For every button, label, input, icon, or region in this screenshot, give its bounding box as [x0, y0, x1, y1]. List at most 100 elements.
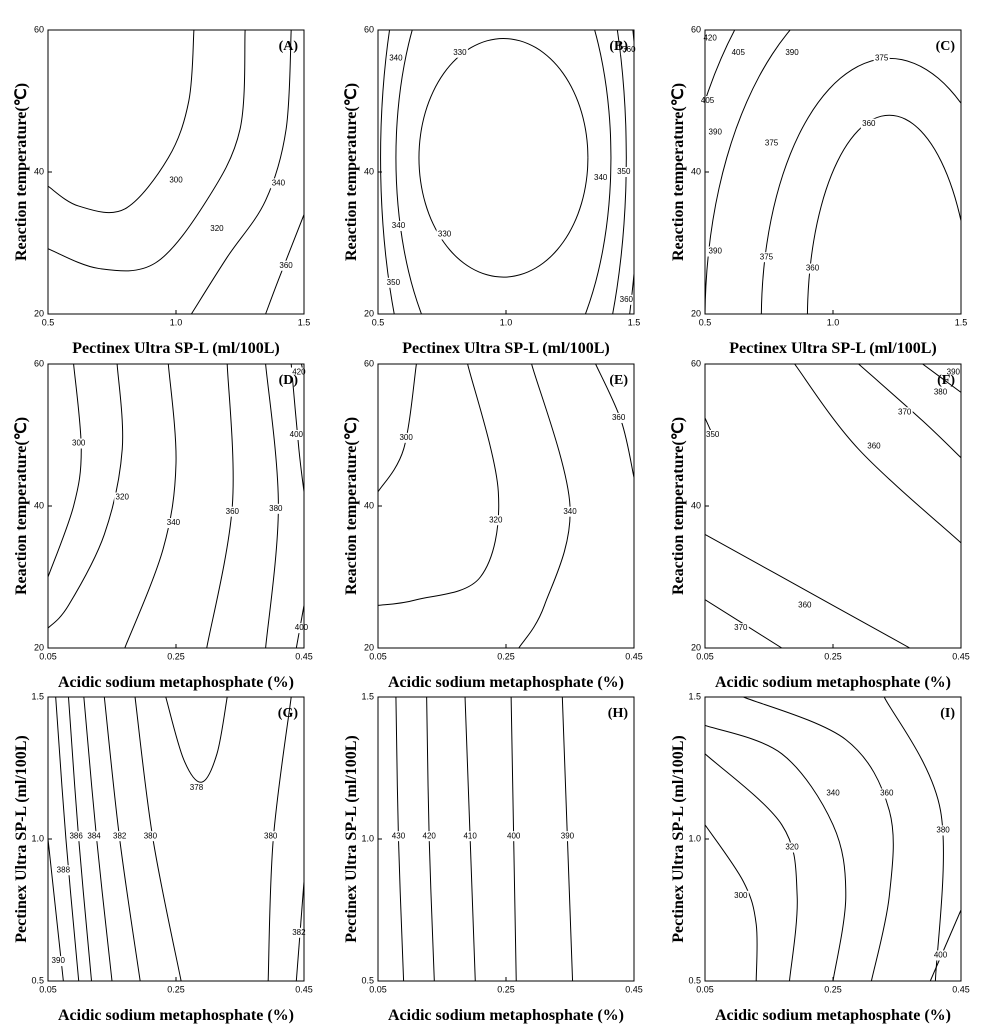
contour-label: 390: [709, 127, 723, 136]
contour-label-bg: [559, 831, 576, 842]
contour-label: 378: [190, 783, 204, 792]
contour-label: 375: [875, 54, 889, 63]
panel: 300 320 340 360 380 400 400 420 0.05 0.25 0.45 20 40…: [13, 358, 313, 691]
contour-label-bg: [763, 138, 780, 149]
contour-label: 380: [936, 826, 950, 835]
y-tick-label: 1.0: [31, 833, 44, 843]
y-tick-label: 60: [691, 24, 701, 34]
x-axis-label: Pectinex Ultra SP-L (ml/100L): [402, 340, 610, 357]
x-tick-label: 0.05: [696, 984, 714, 994]
contour-label: 330: [453, 48, 467, 57]
contour-line: [705, 753, 798, 981]
contour-line: [922, 364, 961, 393]
contour-label-bg: [436, 229, 453, 240]
x-tick-label: 1.0: [500, 317, 513, 327]
y-tick-label: 40: [691, 500, 701, 510]
x-axis-label: Pectinex Ultra SP-L (ml/100L): [72, 340, 280, 357]
contour-label: 360: [612, 413, 626, 422]
contour-label: 382: [113, 831, 127, 840]
x-tick-label: 0.25: [167, 651, 185, 661]
panel-label: (C): [936, 39, 956, 54]
contour-label: 400: [295, 623, 309, 632]
contour-label: 340: [392, 221, 406, 230]
contour-label-bg: [390, 220, 407, 231]
contours: [705, 30, 961, 314]
x-tick-label: 0.25: [497, 984, 515, 994]
contour-label: 400: [507, 831, 521, 840]
contour-label: 300: [734, 891, 748, 900]
x-tick-label: 0.45: [952, 984, 970, 994]
panel-label: (D): [279, 373, 299, 388]
y-tick-label: 60: [691, 358, 701, 368]
contour-label-bg: [451, 47, 468, 58]
y-tick-label: 1.0: [361, 833, 374, 843]
contour-label-bg: [290, 367, 307, 378]
y-axis-label: Reaction temperature(℃): [343, 83, 360, 261]
contour-label: 370: [898, 407, 912, 416]
contour-label: 370: [734, 623, 748, 632]
y-tick-label: 40: [364, 500, 374, 510]
contour-label: 350: [387, 278, 401, 287]
contour-label-bg: [288, 430, 305, 440]
contour-label-bg: [142, 831, 159, 842]
contour-label: 330: [438, 230, 452, 239]
contour-label-bg: [50, 956, 67, 967]
y-tick-label: 20: [364, 308, 374, 318]
contour-label-bg: [505, 831, 522, 842]
contour-label: 384: [87, 831, 101, 840]
y-tick-label: 40: [364, 166, 374, 176]
contour-line: [629, 30, 634, 314]
contour-label: 320: [785, 843, 799, 852]
contour-label: 430: [392, 831, 406, 840]
contour-label: 340: [563, 507, 577, 516]
contour-label-bg: [702, 33, 719, 44]
contour-line: [55, 697, 80, 981]
y-tick-label: 0.5: [31, 975, 44, 985]
contour-label-bg: [165, 518, 182, 529]
contour-label: 390: [785, 48, 799, 57]
contour-label: 360: [867, 441, 881, 450]
contour-label: 380: [934, 388, 948, 397]
contour-label: 390: [709, 247, 723, 256]
contour-line: [806, 114, 961, 314]
contour-label: 380: [144, 831, 158, 840]
contour-label-bg: [704, 430, 721, 440]
contours: [378, 364, 634, 648]
contour-label-bg: [878, 788, 895, 799]
contour-label-bg: [398, 432, 415, 443]
contour-label: 390: [52, 956, 66, 965]
y-tick-label: 1.5: [31, 691, 44, 701]
contour-line: [48, 30, 195, 214]
panel: 300 320 340 360 0.5 1.0 1.5 20 40 60 (A) Pectinex U…: [13, 24, 310, 357]
plot-frame: [47, 29, 305, 315]
contour-label-bg: [784, 842, 801, 853]
contour-label-bg: [615, 167, 632, 177]
plot-frame: [704, 696, 962, 982]
contour-label: 340: [826, 789, 840, 798]
contour-label-bg: [462, 831, 479, 842]
contour-label-bg: [86, 831, 103, 842]
panel: 378 380 380 382 382 384 386 388 390 0.05 0.25 0.45 0…: [13, 691, 313, 1024]
x-tick-label: 1.5: [298, 317, 311, 327]
x-tick-label: 0.45: [625, 651, 643, 661]
x-tick-label: 0.25: [497, 651, 515, 661]
y-tick-label: 60: [34, 24, 44, 34]
contour-label-bg: [730, 47, 747, 58]
contour-label: 340: [389, 54, 403, 63]
contour-label: 405: [732, 48, 746, 57]
contour-label: 340: [272, 178, 286, 187]
contour-line: [48, 364, 124, 629]
x-axis-label: Pectinex Ultra SP-L (ml/100L): [729, 340, 937, 357]
contour-label: 300: [72, 439, 86, 448]
contour-line: [124, 364, 177, 648]
contour-label-bg: [784, 47, 801, 58]
contour-line: [705, 30, 736, 103]
contour-line: [794, 364, 961, 544]
contour-label-bg: [562, 506, 578, 517]
x-tick-label: 1.0: [170, 317, 183, 327]
contour-label-bg: [278, 260, 295, 271]
contour-label-bg: [932, 387, 949, 398]
x-tick-label: 0.25: [824, 651, 842, 661]
contour-label: 380: [264, 831, 278, 840]
x-tick-label: 0.05: [369, 651, 387, 661]
